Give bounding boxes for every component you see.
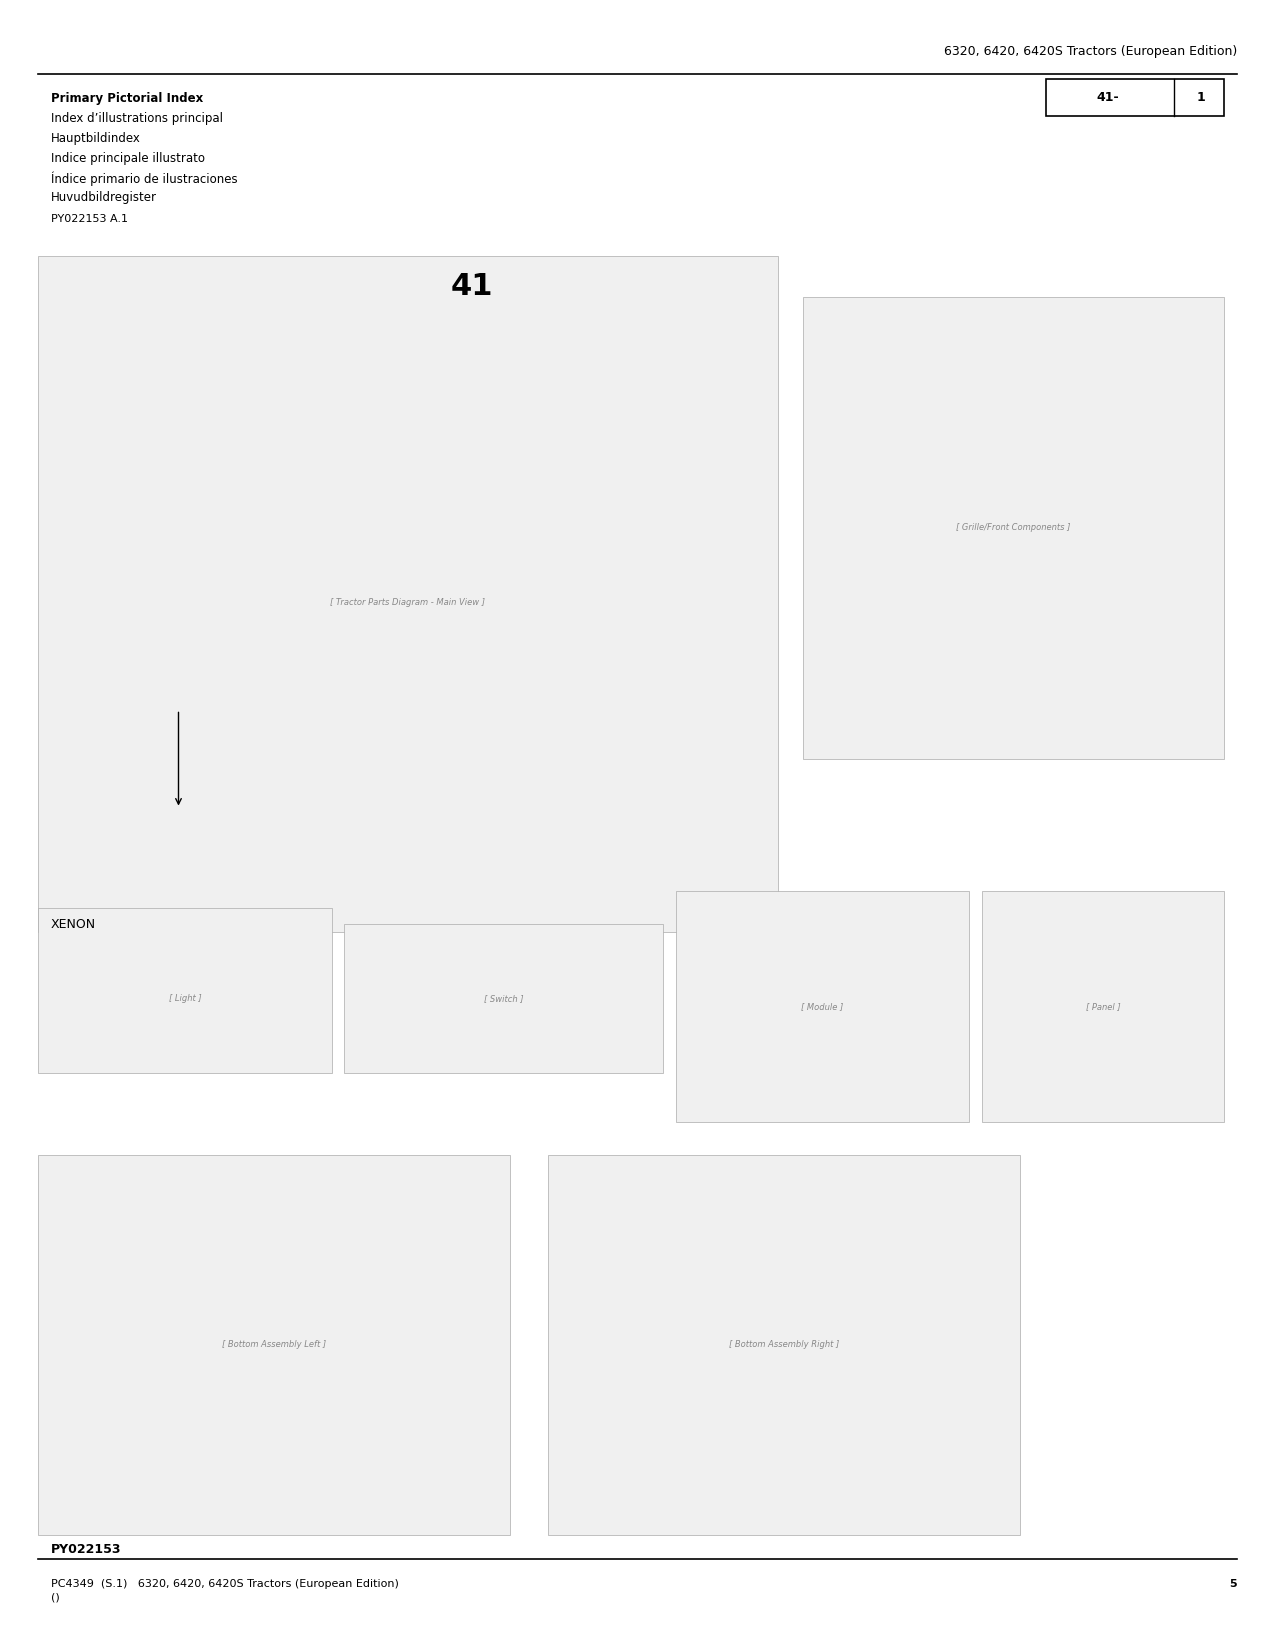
Text: [ Module ]: [ Module ] xyxy=(801,1002,844,1011)
Text: 41: 41 xyxy=(450,272,493,302)
Text: [ Panel ]: [ Panel ] xyxy=(1085,1002,1121,1011)
Text: 5: 5 xyxy=(1229,1579,1237,1589)
Bar xyxy=(344,924,663,1072)
Bar xyxy=(38,908,332,1072)
Text: [ Grille/Front Components ]: [ Grille/Front Components ] xyxy=(956,523,1071,533)
Text: Indice principale illustrato: Indice principale illustrato xyxy=(51,152,205,165)
Bar xyxy=(38,1155,510,1535)
Text: [ Bottom Assembly Right ]: [ Bottom Assembly Right ] xyxy=(729,1340,839,1350)
Bar xyxy=(38,256,778,932)
Text: 1: 1 xyxy=(1196,91,1205,104)
Text: [ Tractor Parts Diagram - Main View ]: [ Tractor Parts Diagram - Main View ] xyxy=(330,597,486,607)
Text: PC4349  (S.1)   6320, 6420, 6420S Tractors (European Edition): PC4349 (S.1) 6320, 6420, 6420S Tractors … xyxy=(51,1579,399,1589)
Text: Índice primario de ilustraciones: Índice primario de ilustraciones xyxy=(51,172,237,186)
Bar xyxy=(803,297,1224,759)
Text: 6320, 6420, 6420S Tractors (European Edition): 6320, 6420, 6420S Tractors (European Edi… xyxy=(944,45,1237,58)
Bar xyxy=(982,891,1224,1122)
Text: 41-: 41- xyxy=(1096,91,1119,104)
Text: Hauptbildindex: Hauptbildindex xyxy=(51,132,140,145)
Text: (): () xyxy=(51,1592,60,1602)
Text: XENON: XENON xyxy=(51,917,96,931)
Bar xyxy=(676,891,969,1122)
Text: PY022153: PY022153 xyxy=(51,1543,121,1556)
Bar xyxy=(1046,79,1224,116)
Text: Huvudbildregister: Huvudbildregister xyxy=(51,191,157,205)
Text: [ Bottom Assembly Left ]: [ Bottom Assembly Left ] xyxy=(222,1340,326,1350)
Text: [ Light ]: [ Light ] xyxy=(168,993,201,1003)
Text: Primary Pictorial Index: Primary Pictorial Index xyxy=(51,92,203,106)
Text: [ Switch ]: [ Switch ] xyxy=(484,993,523,1003)
Text: Index d’illustrations principal: Index d’illustrations principal xyxy=(51,112,223,125)
Bar xyxy=(548,1155,1020,1535)
Text: PY022153 A.1: PY022153 A.1 xyxy=(51,214,128,224)
